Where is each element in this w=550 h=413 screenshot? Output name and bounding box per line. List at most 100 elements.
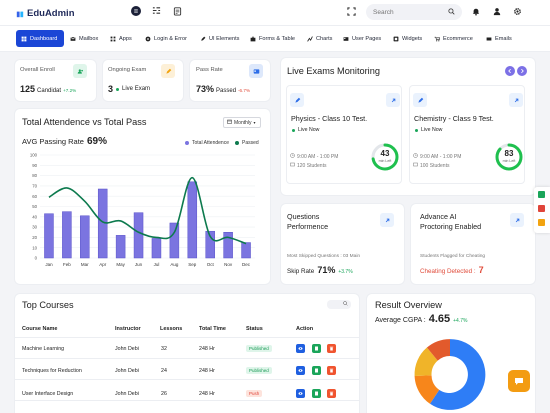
- y-tick-label: 70: [32, 184, 37, 189]
- status-badge: Published: [246, 367, 272, 374]
- document-icon: [315, 368, 318, 373]
- metric-label: Skip Rate: [287, 268, 315, 275]
- exam-status: Live Now: [415, 127, 442, 133]
- menu-toggle-icon[interactable]: [131, 6, 141, 16]
- view-button[interactable]: [296, 344, 305, 353]
- skip-rate: Skip Rate 71% +3.7%: [287, 265, 353, 275]
- bell-icon[interactable]: [472, 7, 481, 16]
- series-line-passed: [48, 176, 247, 245]
- cgpa-row: Average CGPA : 4.65 +4.7%: [375, 313, 467, 325]
- open-link-icon[interactable]: [510, 213, 524, 227]
- view-button[interactable]: [296, 366, 305, 375]
- donut-segment-blue: [429, 339, 486, 410]
- time-left-ring: [495, 143, 523, 171]
- delete-button[interactable]: [327, 389, 336, 398]
- document-icon: [315, 391, 318, 396]
- col-action: Action: [296, 326, 314, 332]
- cheating-detected: Cheating Detected : 7: [420, 265, 484, 275]
- users-icon: [73, 64, 87, 78]
- edit-button[interactable]: [312, 366, 321, 375]
- metric-change: +3.7%: [338, 269, 353, 275]
- exam-title: Chemistry - Class 9 Test.: [414, 114, 494, 123]
- chat-icon: [515, 378, 523, 385]
- course-time: 248 Hr: [199, 391, 215, 397]
- nav-item-mailbox[interactable]: Mailbox: [70, 33, 98, 45]
- nav-item-ecommerce[interactable]: Ecommerce: [434, 33, 473, 45]
- exam-students: 100 Students: [413, 162, 449, 169]
- nav-item-widgets[interactable]: Widgets: [393, 33, 422, 45]
- eye-icon: [298, 392, 303, 395]
- courses-search[interactable]: [327, 300, 351, 309]
- y-tick-label: 30: [32, 225, 37, 230]
- user-icon[interactable]: [493, 7, 502, 16]
- y-tick-label: 100: [30, 153, 38, 158]
- table-row[interactable]: [15, 360, 359, 380]
- search-input[interactable]: [373, 8, 443, 16]
- nav-item-forms-table[interactable]: Forms & Table: [250, 33, 295, 45]
- stat-title: Ongoing Exam: [108, 67, 147, 73]
- table-row[interactable]: [15, 381, 359, 401]
- open-link-icon[interactable]: [509, 93, 523, 107]
- status-label: Live Now: [421, 127, 443, 133]
- fullscreen-icon[interactable]: [347, 7, 356, 16]
- proctoring-title-1: Advance AI: [420, 212, 457, 221]
- prev-button[interactable]: [505, 66, 515, 76]
- nav-item-apps[interactable]: Apps: [110, 33, 132, 45]
- brand-logo[interactable]: EduAdmin: [16, 8, 75, 19]
- palette-icon[interactable]: [538, 191, 545, 198]
- nav-item-label: Mailbox: [79, 36, 99, 42]
- nav-item-label: Apps: [119, 36, 132, 42]
- nav-item-ui-elements[interactable]: UI Elements: [200, 33, 239, 45]
- exam-status: Live Now: [292, 127, 319, 133]
- metric-label: Cheating Detected :: [420, 268, 476, 275]
- course-lessons: 26: [161, 391, 167, 397]
- nav-item-label: Dashboard: [30, 35, 58, 42]
- bar: [241, 242, 251, 259]
- course-instructor: John Debi: [115, 368, 139, 374]
- delete-button[interactable]: [327, 366, 336, 375]
- metric-value: 71%: [317, 265, 336, 275]
- cgpa-change: +4.7%: [453, 318, 468, 324]
- col-lessons: Lessons: [160, 326, 183, 332]
- open-link-icon[interactable]: [386, 93, 400, 107]
- legend-swatch-line: [234, 141, 239, 145]
- nav-item-label: Ecommerce: [443, 36, 473, 42]
- chat-button[interactable]: [508, 370, 530, 392]
- table-row[interactable]: [15, 339, 359, 359]
- search-icon[interactable]: [448, 7, 455, 17]
- chart-legend: Total Attendence Passed: [185, 140, 259, 146]
- edit-button[interactable]: [312, 389, 321, 398]
- period-label: Monthly: [234, 119, 252, 126]
- theme-icon[interactable]: [538, 219, 545, 226]
- clipboard-icon[interactable]: [173, 6, 183, 16]
- students-label: 100 Students: [420, 162, 450, 169]
- x-tick-label: Jan: [45, 262, 53, 267]
- nav-item-user-pages[interactable]: User Pages: [343, 33, 381, 45]
- layout-icon[interactable]: [152, 6, 162, 16]
- period-dropdown[interactable]: Monthly ▾: [223, 117, 261, 128]
- bar: [62, 211, 72, 259]
- delete-button[interactable]: [327, 344, 336, 353]
- bar: [80, 215, 90, 259]
- edit-button[interactable]: [312, 344, 321, 353]
- nav-item-dashboard[interactable]: Dashboard: [16, 30, 64, 47]
- nav-item-emails[interactable]: Emails: [486, 33, 512, 45]
- stat-value: 73%: [196, 84, 215, 94]
- live-dot: [292, 128, 295, 132]
- layout-switch-icon[interactable]: [538, 205, 545, 212]
- clock-icon: [413, 153, 418, 160]
- metric-value: 7: [478, 265, 484, 275]
- course-instructor: John Debi: [115, 391, 139, 397]
- search-box[interactable]: [366, 4, 462, 20]
- col-instructor: Instructor: [115, 326, 141, 332]
- pen-icon: [201, 36, 206, 41]
- open-link-icon[interactable]: [380, 213, 394, 227]
- bar: [169, 222, 180, 259]
- nav-item-login-error[interactable]: Login & Error: [145, 33, 187, 45]
- stat-value: 125: [20, 84, 36, 94]
- next-button[interactable]: [517, 66, 527, 76]
- view-button[interactable]: [296, 389, 305, 398]
- courses-title: Top Courses: [22, 300, 74, 310]
- settings-icon[interactable]: [513, 7, 522, 16]
- nav-item-charts[interactable]: Charts: [307, 33, 332, 45]
